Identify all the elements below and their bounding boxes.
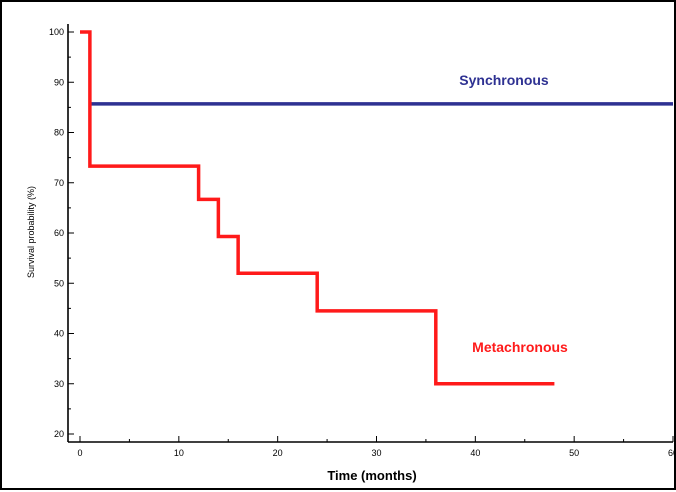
x-tick-label: 50 (569, 448, 579, 458)
y-tick-label: 80 (54, 128, 64, 138)
x-tick-label: 20 (273, 448, 283, 458)
y-tick-label: 20 (54, 429, 64, 439)
labels: Time (months) Survival probability (%) S… (26, 72, 568, 483)
y-tick-label: 40 (54, 329, 64, 339)
series (80, 30, 673, 386)
x-tick-label: 30 (371, 448, 381, 458)
x-tick-label: 60 (668, 448, 676, 458)
y-tick-label: 100 (49, 27, 64, 37)
y-tick-label: 70 (54, 178, 64, 188)
ticks: 0 10 20 30 40 50 60 20 30 40 50 60 70 80 90 100 (49, 27, 676, 458)
x-tick-label: 40 (470, 448, 480, 458)
series-label-metachronous: Metachronous (472, 339, 568, 355)
y-tick-label: 50 (54, 278, 64, 288)
series-line-metachronous (80, 30, 555, 386)
x-tick-label: 10 (174, 448, 184, 458)
axes (67, 24, 673, 443)
y-tick-label: 30 (54, 379, 64, 389)
y-axis-title: Survival probability (%) (26, 186, 36, 278)
x-axis-title: Time (months) (327, 468, 416, 483)
y-tick-label: 60 (54, 228, 64, 238)
y-tick-label: 90 (54, 77, 64, 87)
x-tick-label: 0 (77, 448, 82, 458)
series-label-synchronous: Synchronous (459, 72, 549, 88)
